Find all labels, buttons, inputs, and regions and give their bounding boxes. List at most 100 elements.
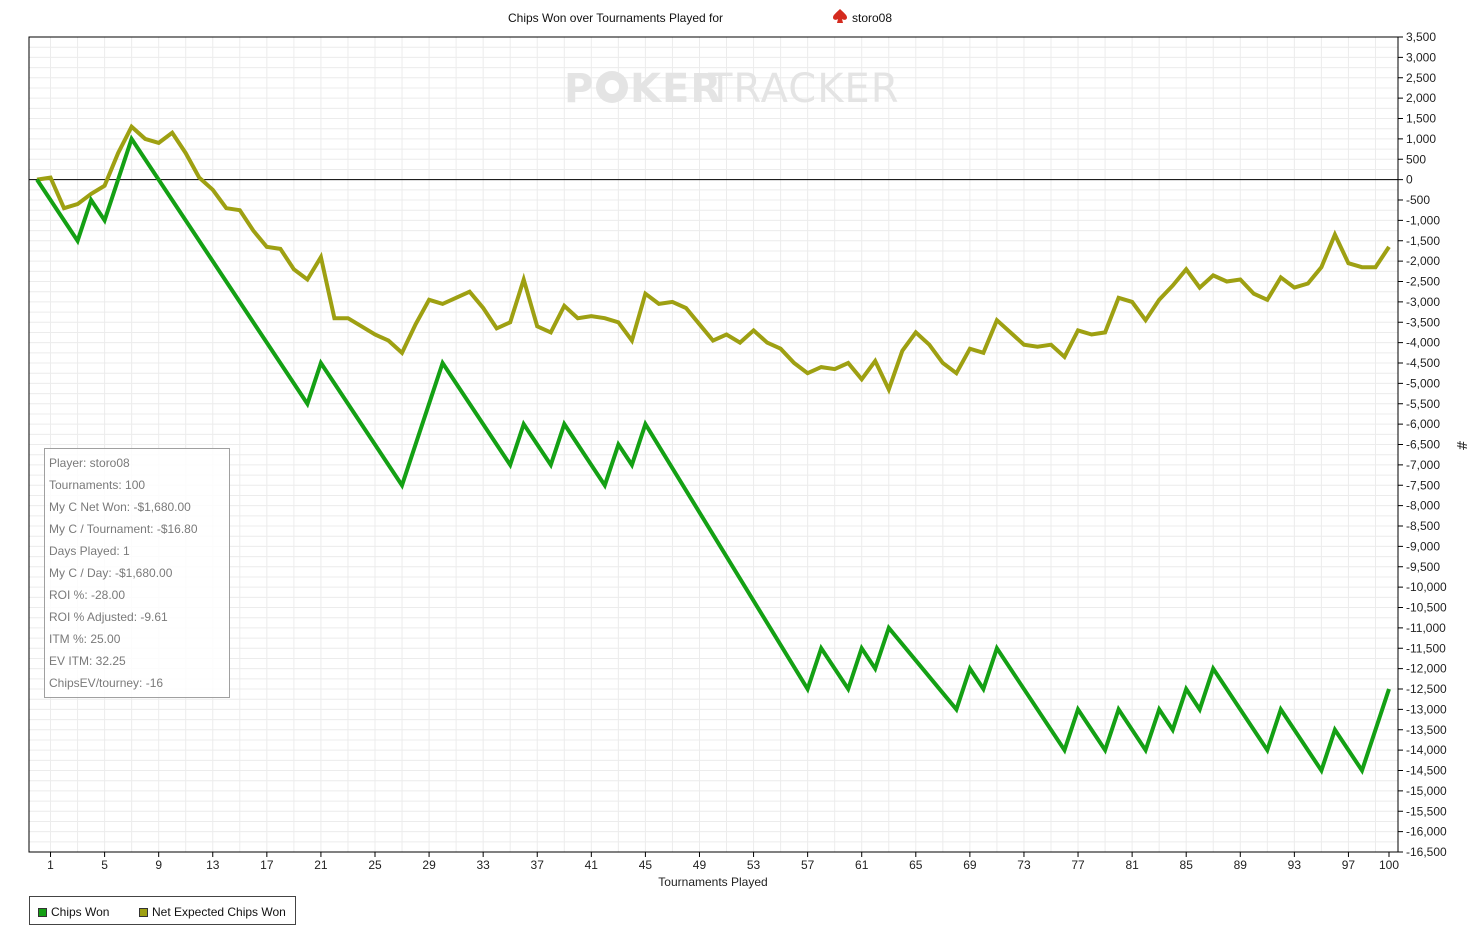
y-tick-label: 3,500: [1406, 30, 1436, 44]
chart-title: Chips Won over Tournaments Played for: [508, 11, 723, 25]
y-tick-label: -14,000: [1406, 743, 1447, 757]
y-tick-label: 2,000: [1406, 91, 1436, 105]
x-tick-label: 21: [314, 858, 328, 872]
y-tick-label: -2,500: [1406, 275, 1440, 289]
y-tick-label: -15,500: [1406, 804, 1447, 818]
x-axis-label: Tournaments Played: [658, 875, 767, 889]
series-chips-won-line: [35, 134, 1391, 776]
legend-label-chips-won: Chips Won: [51, 905, 110, 919]
watermark-text-right: TRACKER: [707, 66, 900, 112]
x-tick-label: 100: [1379, 858, 1399, 872]
stat-roi-adjusted: ROI % Adjusted: -9.61: [49, 610, 168, 624]
y-tick-label: -10,500: [1406, 601, 1447, 615]
y-tick-label: -4,000: [1406, 336, 1440, 350]
y-tick-label: -16,000: [1406, 825, 1447, 839]
legend: Chips Won Net Expected Chips Won: [29, 896, 296, 925]
y-tick-label: 1,500: [1406, 112, 1436, 126]
y-tick-label: 1,000: [1406, 132, 1436, 146]
y-tick-label: 500: [1406, 152, 1426, 166]
x-tick-label: 93: [1288, 858, 1302, 872]
x-tick-label: 9: [155, 858, 162, 872]
y-tick-label: -11,500: [1406, 641, 1446, 655]
x-tick-label: 85: [1180, 858, 1194, 872]
x-tick-label: 25: [368, 858, 382, 872]
series-net-expected-line: [36, 123, 1391, 395]
y-tick-label: -13,500: [1406, 723, 1447, 737]
series-lines: [35, 123, 1391, 776]
y-tick-label: -5,500: [1406, 397, 1440, 411]
y-tick-label: -500: [1406, 193, 1430, 207]
y-tick-label: -7,500: [1406, 478, 1440, 492]
legend-swatch-net-expected: [139, 908, 148, 917]
x-tick-label: 57: [801, 858, 815, 872]
x-tick-label: 49: [693, 858, 707, 872]
x-tick-label: 97: [1342, 858, 1356, 872]
stat-chipsev: ChipsEV/tourney: -16: [49, 676, 164, 690]
watermark-text-left: P: [564, 66, 594, 112]
y-tick-label: -2,000: [1406, 254, 1440, 268]
x-tick-label: 17: [260, 858, 274, 872]
legend-label-net-expected: Net Expected Chips Won: [152, 905, 286, 919]
x-tick-label: 65: [909, 858, 923, 872]
watermark-text-mid: KER: [630, 66, 722, 112]
poker-chip-center: [605, 80, 619, 94]
y-axis-label: #: [1452, 440, 1468, 451]
x-tick-label: 13: [206, 858, 220, 872]
x-tick-label: 29: [422, 858, 436, 872]
y-tick-label: -8,000: [1406, 499, 1440, 513]
x-tick-label: 5: [101, 858, 108, 872]
y-tick-label: -12,000: [1406, 662, 1447, 676]
stat-itm: ITM %: 25.00: [49, 632, 121, 646]
x-tick-label: 1: [47, 858, 54, 872]
x-tick-label: 33: [476, 858, 490, 872]
y-tick-label: -8,500: [1406, 519, 1440, 533]
grid: [29, 36, 1398, 853]
stat-player: Player: storo08: [49, 456, 130, 470]
x-tick-label: 73: [1017, 858, 1031, 872]
y-tick-label: -16,500: [1406, 845, 1447, 859]
y-tick-label: -3,000: [1406, 295, 1440, 309]
y-tick-label: -13,000: [1406, 702, 1447, 716]
x-tick-label: 37: [531, 858, 545, 872]
y-tick-label: -9,000: [1406, 539, 1440, 553]
stat-per-tournament: My C / Tournament: -$16.80: [49, 522, 198, 536]
y-tick-label: -6,500: [1406, 438, 1440, 452]
y-axis-ticks: 3,500 3,000 2,500 2,000 1,500 1,000 500 0 -500 -1…: [1398, 30, 1447, 859]
legend-swatch-chips-won: [38, 908, 47, 917]
y-tick-label: 3,000: [1406, 50, 1436, 64]
y-tick-label: 2,500: [1406, 71, 1436, 85]
x-tick-label: 53: [747, 858, 761, 872]
stat-net-won: My C Net Won: -$1,680.00: [49, 500, 191, 514]
y-tick-label: -5,000: [1406, 376, 1440, 390]
legend-item-chips-won: Chips Won: [38, 905, 109, 919]
x-tick-label: 77: [1071, 858, 1085, 872]
x-tick-label: 45: [639, 858, 653, 872]
stat-ev-itm: EV ITM: 32.25: [49, 654, 126, 668]
spade-icon: [833, 9, 847, 23]
y-tick-label: -7,000: [1406, 458, 1440, 472]
x-axis-ticks: 1 5 9 13 17 21 25 29 33 37 41 45 49 53 57 61 65 69 73 77 81 8…: [47, 852, 1399, 872]
legend-item-net-expected: Net Expected Chips Won: [139, 905, 286, 919]
y-tick-label: -9,500: [1406, 560, 1440, 574]
x-tick-label: 41: [585, 858, 599, 872]
stat-per-day: My C / Day: -$1,680.00: [49, 566, 173, 580]
y-tick-label: 0: [1406, 173, 1413, 187]
y-tick-label: -12,500: [1406, 682, 1447, 696]
y-tick-label: -15,000: [1406, 784, 1447, 798]
player-name: storo08: [852, 11, 892, 25]
watermark: P KER TRACKER: [564, 66, 900, 112]
x-tick-label: 89: [1234, 858, 1248, 872]
x-tick-label: 61: [855, 858, 869, 872]
y-tick-label: -10,000: [1406, 580, 1447, 594]
y-tick-label: -1,500: [1406, 234, 1440, 248]
y-tick-label: -4,500: [1406, 356, 1440, 370]
stat-days-played: Days Played: 1: [49, 544, 130, 558]
stats-panel: Player: storo08 Tournaments: 100 My C Ne…: [44, 448, 230, 698]
y-tick-label: -14,500: [1406, 764, 1447, 778]
y-tick-label: -3,500: [1406, 315, 1440, 329]
y-tick-label: -1,000: [1406, 213, 1440, 227]
x-tick-label: 81: [1125, 858, 1139, 872]
y-tick-label: -11,000: [1406, 621, 1446, 635]
stat-roi: ROI %: -28.00: [49, 588, 126, 602]
